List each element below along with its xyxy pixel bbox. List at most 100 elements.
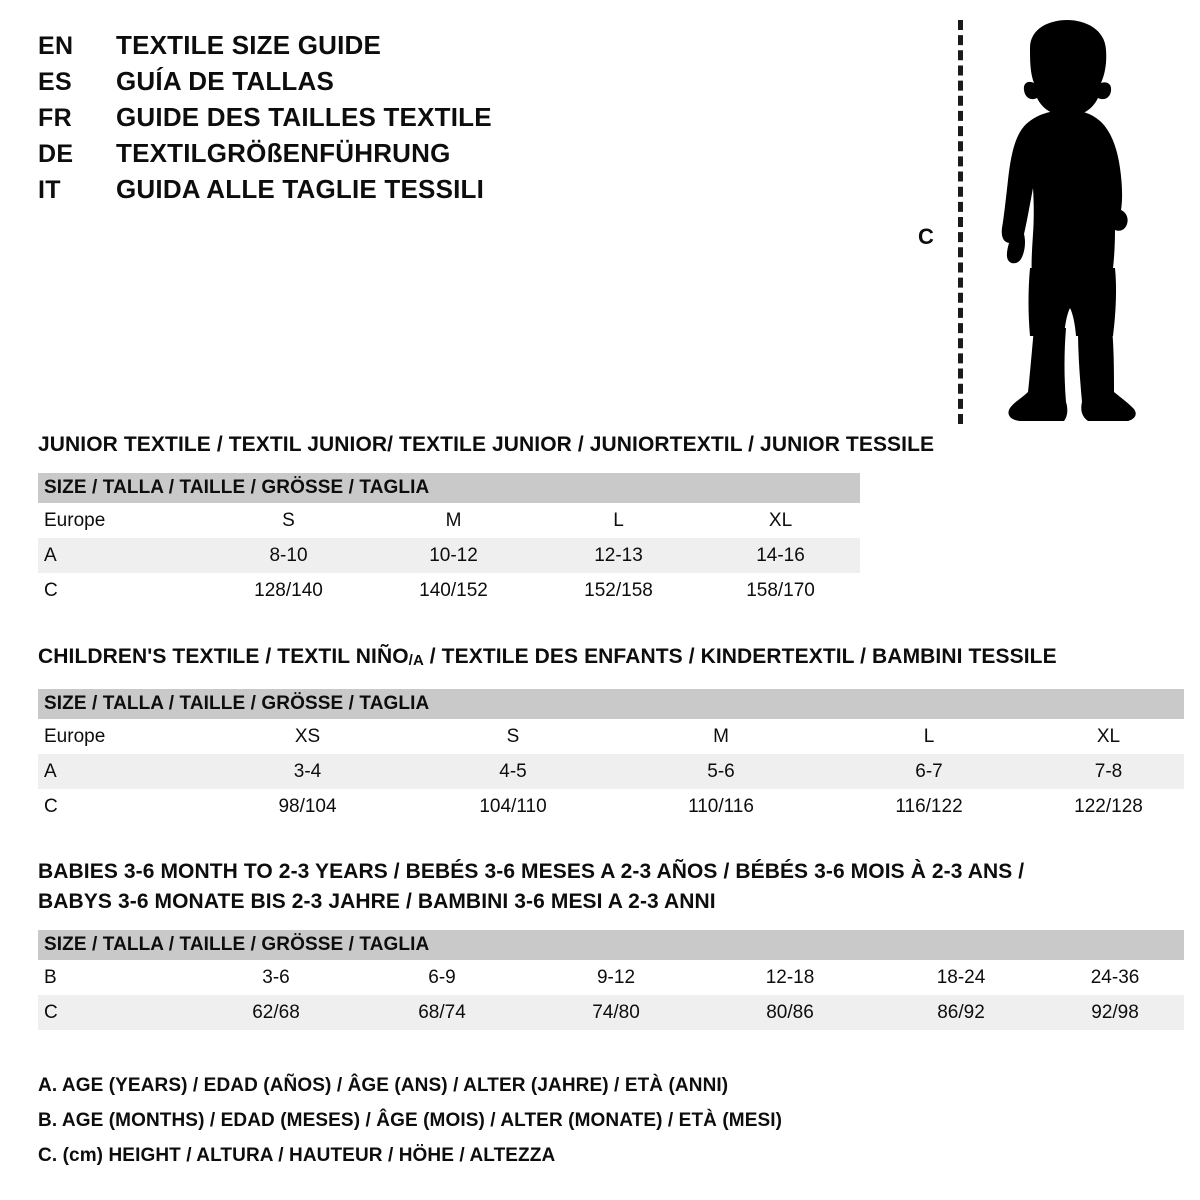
babies-cell-c-1: 62/68: [196, 995, 356, 1030]
height-marker-label: C: [918, 224, 934, 249]
children-row-c: C 98/104 104/110 110/116 116/122 122/128: [38, 789, 1184, 824]
toddler-silhouette-icon: [1001, 20, 1136, 421]
children-table-band: SIZE / TALLA / TAILLE / GRÖSSE / TAGLIA: [38, 689, 1184, 719]
babies-cell-b-6: 24-36: [1046, 960, 1185, 995]
children-row-label-europe: Europe: [38, 719, 206, 754]
section-children: CHILDREN'S TEXTILE / TEXTIL NIÑO/A / TEX…: [38, 642, 1184, 824]
babies-cell-c-4: 80/86: [704, 995, 876, 1030]
babies-cell-b-1: 3-6: [196, 960, 356, 995]
language-title-en: TEXTILE SIZE GUIDE: [116, 30, 382, 60]
babies-row-label-b: B: [38, 960, 196, 995]
height-reference-line-icon: [958, 20, 963, 424]
children-row-label-c: C: [38, 789, 206, 824]
language-code-fr: FR: [38, 104, 72, 132]
babies-cell-c-6: 92/98: [1046, 995, 1185, 1030]
children-cell-c-xl: 122/128: [1033, 789, 1184, 824]
height-figure: C: [900, 12, 1170, 432]
language-row-it: IT GUIDA ALLE TAGLIE TESSILI: [38, 174, 558, 210]
junior-row-label-europe: Europe: [38, 503, 206, 538]
language-code-it: IT: [38, 176, 61, 204]
junior-cell-europe-s: S: [206, 503, 371, 538]
section-title-children-main: CHILDREN'S TEXTILE / TEXTIL NIÑO: [38, 645, 409, 668]
junior-row-label-a: A: [38, 538, 206, 573]
children-cell-c-l: 116/122: [825, 789, 1033, 824]
section-title-children: CHILDREN'S TEXTILE / TEXTIL NIÑO/A / TEX…: [38, 642, 1184, 676]
language-row-en: EN TEXTILE SIZE GUIDE: [38, 30, 558, 66]
language-code-es: ES: [38, 68, 72, 96]
children-cell-europe-xl: XL: [1033, 719, 1184, 754]
junior-row-a: A 8-10 10-12 12-13 14-16: [38, 538, 861, 573]
children-cell-europe-l: L: [825, 719, 1033, 754]
babies-cell-c-3: 74/80: [528, 995, 704, 1030]
babies-cell-b-2: 6-9: [356, 960, 528, 995]
section-babies: BABIES 3-6 MONTH TO 2-3 YEARS / BEBÉS 3-…: [38, 857, 1185, 1030]
junior-cell-c-xl: 158/170: [701, 573, 861, 608]
junior-size-table: SIZE / TALLA / TAILLE / GRÖSSE / TAGLIA …: [38, 473, 861, 608]
section-title-babies-line2: BABYS 3-6 MONATE BIS 2-3 JAHRE / BAMBINI…: [38, 890, 716, 913]
children-cell-a-m: 5-6: [617, 754, 825, 789]
junior-cell-a-xl: 14-16: [701, 538, 861, 573]
legend-c-rest: HEIGHT / ALTURA / HAUTEUR / HÖHE / ALTEZ…: [103, 1145, 556, 1166]
language-title-block: EN TEXTILE SIZE GUIDE ES GUÍA DE TALLAS …: [38, 30, 558, 210]
junior-cell-europe-m: M: [371, 503, 536, 538]
junior-row-europe: Europe S M L XL: [38, 503, 861, 538]
babies-cell-b-5: 18-24: [876, 960, 1046, 995]
language-code-de: DE: [38, 140, 74, 168]
babies-row-c: C 62/68 68/74 74/80 80/86 86/92 92/98: [38, 995, 1185, 1030]
legend-block: A. AGE (YEARS) / EDAD (AÑOS) / ÂGE (ANS)…: [38, 1068, 938, 1173]
section-junior: JUNIOR TEXTILE / TEXTIL JUNIOR/ TEXTILE …: [38, 430, 934, 608]
legend-c-prefix: C.: [38, 1145, 63, 1166]
children-band-label: SIZE / TALLA / TAILLE / GRÖSSE / TAGLIA: [38, 689, 1184, 719]
language-title-de: TEXTILGRÖßENFÜHRUNG: [116, 138, 451, 168]
babies-cell-c-2: 68/74: [356, 995, 528, 1030]
section-title-children-sub: /A: [408, 652, 424, 669]
babies-cell-c-5: 86/92: [876, 995, 1046, 1030]
children-row-europe: Europe XS S M L XL: [38, 719, 1184, 754]
language-title-es: GUÍA DE TALLAS: [116, 66, 335, 96]
junior-row-c: C 128/140 140/152 152/158 158/170: [38, 573, 861, 608]
junior-cell-a-m: 10-12: [371, 538, 536, 573]
language-row-fr: FR GUIDE DES TAILLES TEXTILE: [38, 102, 558, 138]
children-cell-c-s: 104/110: [409, 789, 617, 824]
junior-cell-a-l: 12-13: [536, 538, 701, 573]
legend-line-c: C. (cm) HEIGHT / ALTURA / HAUTEUR / HÖHE…: [38, 1138, 938, 1173]
children-cell-a-s: 4-5: [409, 754, 617, 789]
section-title-babies-line1: BABIES 3-6 MONTH TO 2-3 YEARS / BEBÉS 3-…: [38, 860, 1025, 883]
babies-band-label: SIZE / TALLA / TAILLE / GRÖSSE / TAGLIA: [38, 930, 1185, 960]
children-cell-a-xs: 3-4: [206, 754, 409, 789]
junior-band-label: SIZE / TALLA / TAILLE / GRÖSSE / TAGLIA: [38, 473, 861, 503]
junior-table-band: SIZE / TALLA / TAILLE / GRÖSSE / TAGLIA: [38, 473, 861, 503]
section-title-junior: JUNIOR TEXTILE / TEXTIL JUNIOR/ TEXTILE …: [38, 433, 935, 456]
language-title-it: GUIDA ALLE TAGLIE TESSILI: [116, 174, 485, 204]
children-cell-europe-s: S: [409, 719, 617, 754]
section-title-children-rest: / TEXTILE DES ENFANTS / KINDERTEXTIL / B…: [423, 645, 1057, 668]
legend-c-unit: (cm): [62, 1145, 104, 1166]
children-cell-a-xl: 7-8: [1033, 754, 1184, 789]
junior-cell-c-l: 152/158: [536, 573, 701, 608]
babies-cell-b-4: 12-18: [704, 960, 876, 995]
junior-cell-europe-l: L: [536, 503, 701, 538]
babies-table-band: SIZE / TALLA / TAILLE / GRÖSSE / TAGLIA: [38, 930, 1185, 960]
babies-row-label-c: C: [38, 995, 196, 1030]
children-size-table: SIZE / TALLA / TAILLE / GRÖSSE / TAGLIA …: [38, 689, 1184, 824]
children-cell-c-m: 110/116: [617, 789, 825, 824]
language-row-es: ES GUÍA DE TALLAS: [38, 66, 558, 102]
junior-row-label-c: C: [38, 573, 206, 608]
babies-cell-b-3: 9-12: [528, 960, 704, 995]
language-title-fr: GUIDE DES TAILLES TEXTILE: [116, 102, 492, 132]
babies-row-b: B 3-6 6-9 9-12 12-18 18-24 24-36: [38, 960, 1185, 995]
junior-cell-c-s: 128/140: [206, 573, 371, 608]
junior-cell-a-s: 8-10: [206, 538, 371, 573]
language-row-de: DE TEXTILGRÖßENFÜHRUNG: [38, 138, 558, 174]
junior-cell-europe-xl: XL: [701, 503, 861, 538]
legend-line-b: B. AGE (MONTHS) / EDAD (MESES) / ÂGE (MO…: [38, 1110, 783, 1131]
legend-line-a: A. AGE (YEARS) / EDAD (AÑOS) / ÂGE (ANS)…: [38, 1075, 729, 1096]
junior-cell-c-m: 140/152: [371, 573, 536, 608]
children-row-label-a: A: [38, 754, 206, 789]
children-cell-europe-xs: XS: [206, 719, 409, 754]
children-row-a: A 3-4 4-5 5-6 6-7 7-8: [38, 754, 1184, 789]
children-cell-c-xs: 98/104: [206, 789, 409, 824]
children-cell-europe-m: M: [617, 719, 825, 754]
babies-size-table: SIZE / TALLA / TAILLE / GRÖSSE / TAGLIA …: [38, 930, 1185, 1030]
language-code-en: EN: [38, 32, 74, 60]
